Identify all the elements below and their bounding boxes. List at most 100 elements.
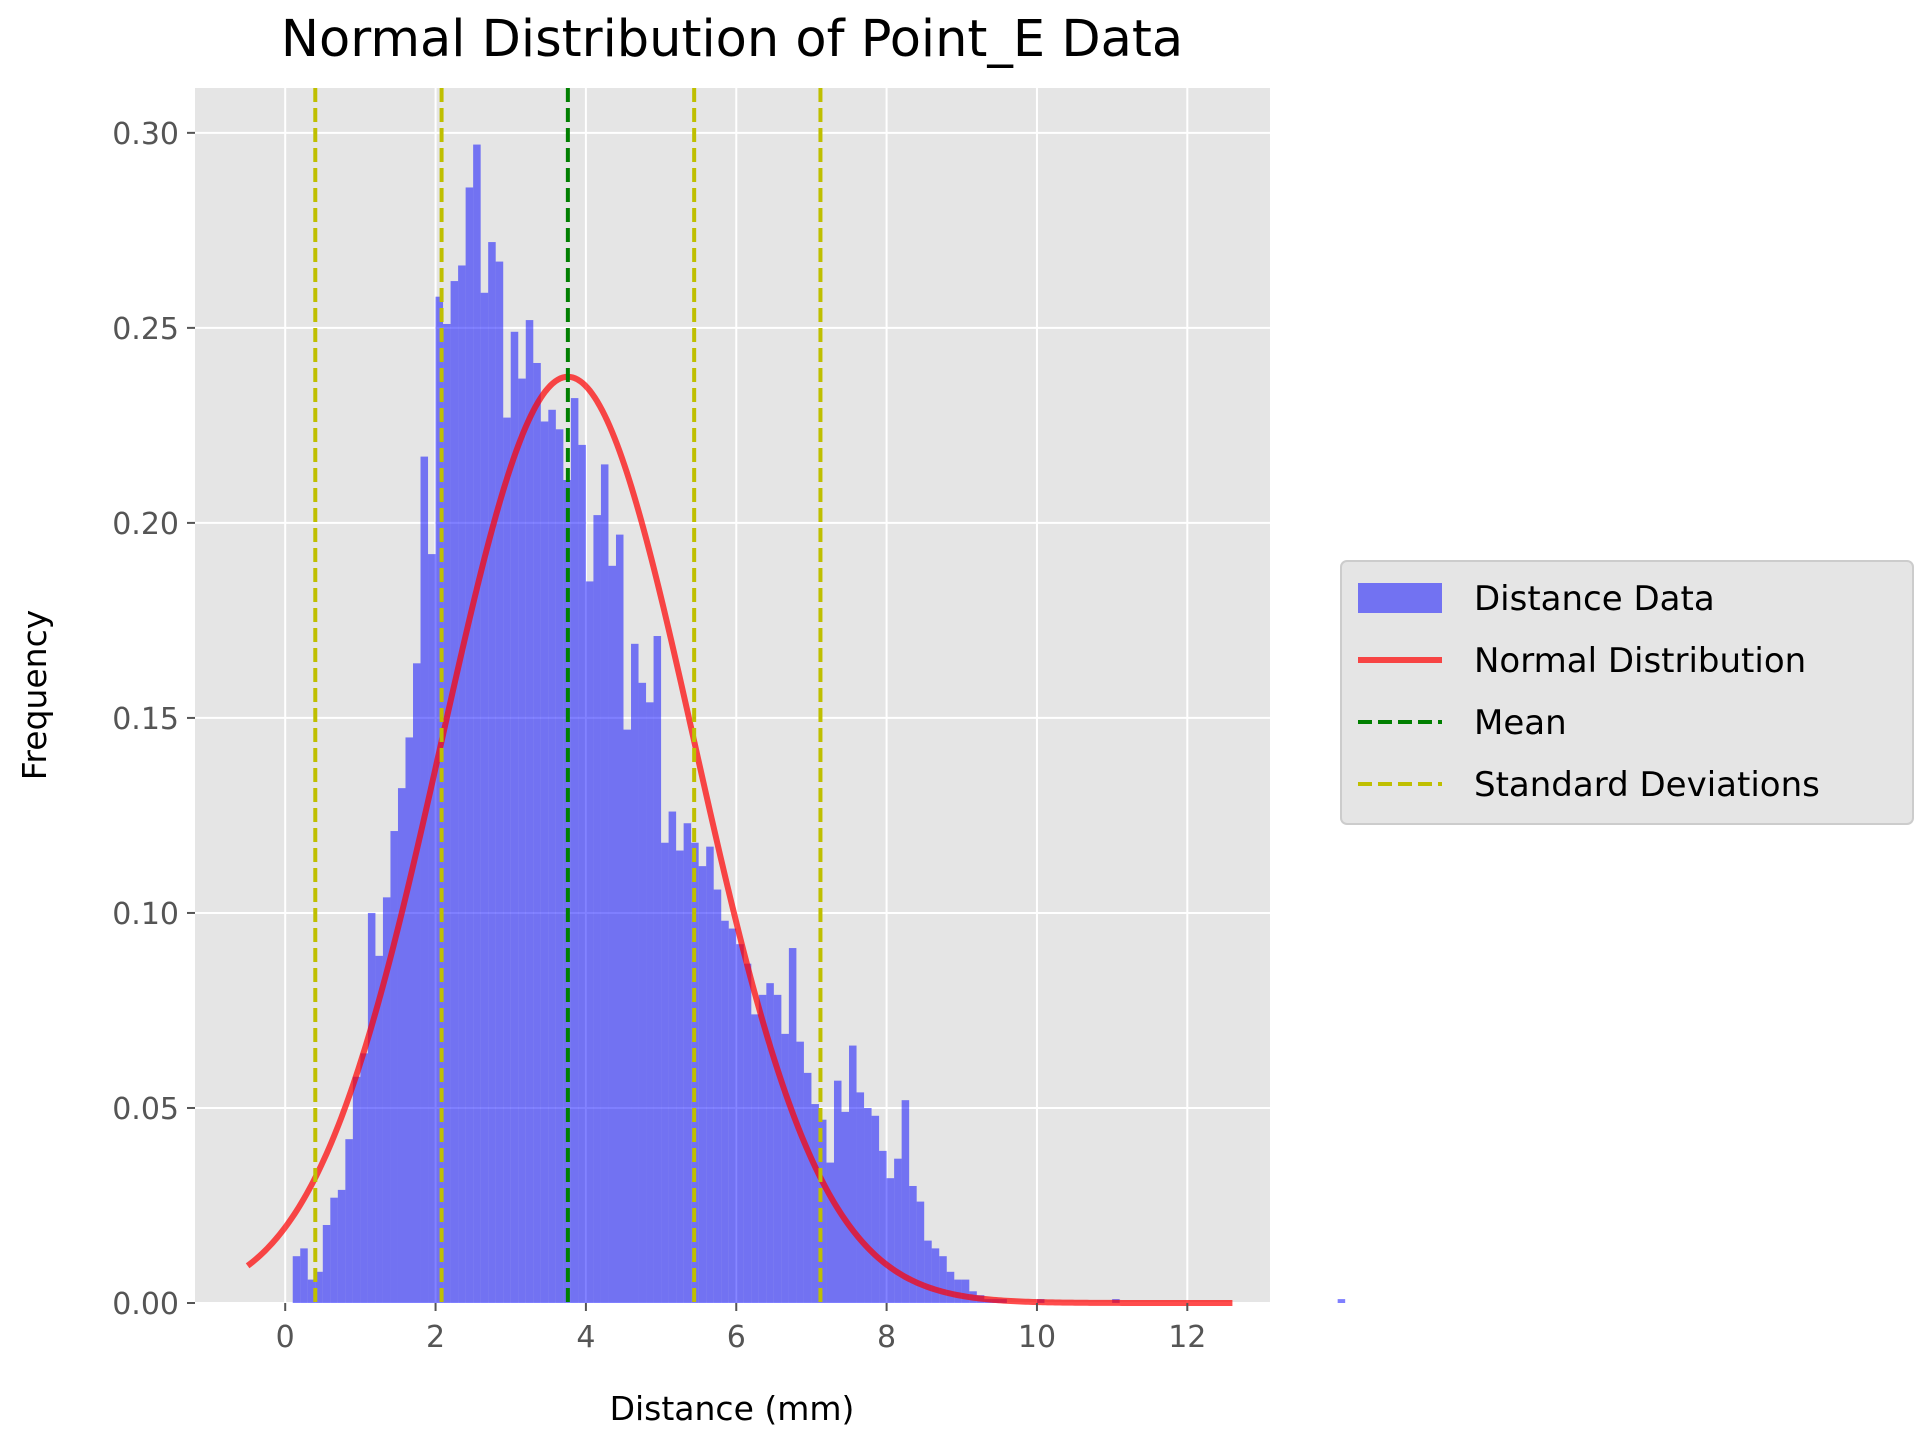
- histogram-bar: [638, 682, 647, 1303]
- chart-title: Normal Distribution of Point_E Data: [281, 10, 1183, 69]
- histogram-bar: [585, 581, 594, 1303]
- histogram-bar: [864, 1107, 872, 1303]
- histogram-bar: [954, 1279, 962, 1303]
- histogram-bar: [743, 963, 752, 1303]
- histogram-bar: [570, 398, 579, 1304]
- histogram-bar: [916, 1201, 925, 1303]
- histogram-bar: [728, 928, 737, 1303]
- x-tick-label: 12: [1168, 1320, 1206, 1355]
- histogram-bar: [818, 1119, 827, 1303]
- histogram-bar: [946, 1271, 955, 1303]
- histogram-bar: [751, 1014, 759, 1303]
- histogram-bar: [713, 889, 722, 1303]
- histogram-bar: [886, 1178, 895, 1303]
- histogram-bar: [488, 242, 496, 1304]
- histogram-bar: [465, 187, 474, 1303]
- histogram-bar: [608, 565, 616, 1303]
- histogram-bar: [871, 1115, 880, 1303]
- histogram-bar: [390, 831, 398, 1303]
- histogram-bar: [600, 464, 609, 1303]
- histogram-bar: [788, 948, 797, 1303]
- histogram-bar: [322, 1224, 331, 1303]
- histogram-bar: [510, 331, 519, 1303]
- histogram-bar: [495, 261, 504, 1304]
- histogram-bar: [382, 897, 391, 1303]
- histogram-bar: [352, 1076, 361, 1303]
- histogram-bar: [961, 1279, 970, 1303]
- histogram-bar: [548, 409, 556, 1303]
- y-tick-label: 0.20: [112, 507, 179, 542]
- histogram-bar: [555, 429, 564, 1304]
- histogram-bar: [849, 1045, 857, 1303]
- histogram-bar: [503, 417, 511, 1303]
- histogram-bar: [721, 920, 729, 1303]
- histogram-bar: [292, 1256, 301, 1303]
- histogram-bar: [315, 1271, 323, 1303]
- histogram-bar: [413, 663, 421, 1303]
- histogram-bar: [676, 850, 684, 1303]
- x-tick-label: 6: [727, 1320, 746, 1355]
- histogram-bar: [736, 944, 744, 1303]
- histogram-bar: [405, 737, 414, 1303]
- x-tick-label: 4: [576, 1320, 595, 1355]
- histogram-bar: [480, 292, 489, 1303]
- y-tick-label: 0.25: [112, 312, 179, 347]
- histogram-bar: [337, 1189, 346, 1303]
- x-tick-label: 0: [276, 1320, 295, 1355]
- y-tick-label: 0.10: [112, 897, 179, 932]
- histogram-bar: [924, 1240, 932, 1303]
- histogram-bar: [781, 1033, 789, 1303]
- histogram-bar: [631, 643, 639, 1303]
- normal-curve-layer: [245, 373, 1233, 1306]
- x-axis-label: Distance (mm): [610, 1389, 855, 1428]
- histogram-bar: [428, 554, 436, 1303]
- histogram-bar: [443, 323, 451, 1303]
- histogram-bars: [292, 144, 1346, 1304]
- histogram-bar: [683, 823, 692, 1303]
- histogram-bar: [330, 1197, 338, 1303]
- reference-lines: [313, 88, 823, 1303]
- histogram-bar: [458, 265, 466, 1303]
- histogram-bar: [939, 1256, 947, 1303]
- histogram-bar: [668, 811, 677, 1303]
- normal-distribution-curve: [245, 373, 1233, 1306]
- histogram-bar: [758, 994, 767, 1303]
- histogram-bar: [623, 729, 632, 1303]
- y-tick-label: 0.15: [112, 702, 179, 737]
- y-tick-label: 0.05: [112, 1092, 179, 1127]
- histogram-bar: [796, 1041, 804, 1303]
- histogram-bar: [901, 1100, 910, 1303]
- histogram-bar: [826, 1162, 834, 1303]
- legend-label-std: Standard Deviations: [1474, 765, 1820, 805]
- histogram-bar: [811, 1104, 819, 1303]
- histogram-bar: [375, 955, 383, 1303]
- histogram-bar: [909, 1185, 917, 1303]
- histogram-bar: [803, 1072, 812, 1303]
- histogram-bar: [593, 515, 601, 1303]
- histogram-bar: [653, 636, 662, 1303]
- histogram-bar: [773, 994, 782, 1303]
- x-tick-label: 10: [1018, 1320, 1056, 1355]
- histogram-bar: [879, 1150, 887, 1303]
- legend: Distance Data Normal Distribution Mean S…: [1340, 560, 1914, 825]
- histogram-bar: [646, 702, 654, 1303]
- histogram-bar: [397, 788, 406, 1303]
- histogram-bar: [518, 378, 526, 1303]
- legend-label-histogram: Distance Data: [1474, 579, 1715, 619]
- histogram-bar: [450, 281, 459, 1303]
- histogram-bar: [360, 1053, 368, 1303]
- histogram-bar: [706, 846, 714, 1303]
- histogram-bar: [1337, 1299, 1346, 1303]
- histogram-bar: [661, 842, 669, 1303]
- histogram-bar: [473, 144, 481, 1303]
- histogram-bar: [533, 362, 541, 1303]
- legend-swatch-histogram: [1358, 583, 1442, 613]
- x-tick-label: 2: [426, 1320, 445, 1355]
- x-tick-label: 8: [877, 1320, 896, 1355]
- histogram-bar: [420, 456, 429, 1303]
- histogram-bar: [766, 983, 774, 1303]
- legend-frame: [1340, 560, 1914, 825]
- histogram-bar: [578, 444, 586, 1304]
- histogram-bar: [615, 534, 624, 1303]
